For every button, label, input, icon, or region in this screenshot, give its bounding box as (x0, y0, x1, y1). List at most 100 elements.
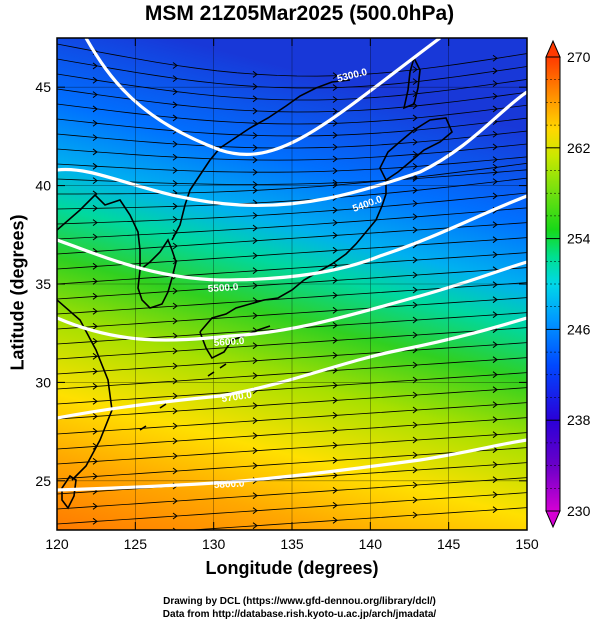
streamline (57, 117, 527, 137)
wind-arrow (332, 119, 338, 127)
wind-arrow (492, 168, 498, 176)
wind-arrow (92, 367, 98, 375)
wind-arrow (332, 96, 338, 103)
wind-arrow (172, 302, 178, 310)
streamline (57, 477, 527, 510)
wind-arrow (492, 416, 498, 424)
contour-label-5500: 5500.0 (207, 282, 239, 295)
wind-arrow (92, 233, 98, 241)
wind-arrow (412, 78, 418, 86)
wind-arrow (412, 150, 418, 158)
wind-arrow (252, 282, 258, 290)
wind-arrow (252, 522, 258, 530)
wind-arrow (92, 307, 98, 315)
wind-arrow (332, 336, 338, 344)
wind-arrow (172, 88, 178, 96)
wind-arrow (172, 166, 178, 174)
streamline (57, 282, 527, 315)
wind-arrow (332, 72, 338, 80)
wind-arrow (92, 105, 98, 113)
wind-arrow (252, 447, 258, 455)
streamline (57, 156, 527, 173)
wind-arrow (412, 186, 418, 194)
wind-arrow (172, 101, 178, 109)
y-tick-label: 35 (35, 276, 51, 292)
wind-arrow (92, 262, 98, 270)
wind-arrow (92, 517, 98, 525)
wind-arrow (492, 92, 498, 100)
wind-arrow (412, 511, 418, 519)
streamline (57, 130, 527, 149)
x-axis-ticks: 120 125 130 135 140 145 150 (45, 38, 539, 552)
streamline (57, 267, 527, 300)
streamline (57, 492, 527, 525)
wind-arrow (412, 316, 418, 324)
wind-arrow (172, 362, 178, 370)
wind-arrow (172, 407, 178, 415)
wind-arrow (332, 246, 338, 254)
wind-arrow (92, 337, 98, 345)
streamline (57, 297, 527, 330)
streamline (57, 432, 527, 465)
streamline (57, 73, 527, 101)
wind-arrow (172, 347, 178, 355)
wind-arrow (492, 163, 498, 171)
streamline (57, 327, 527, 360)
colorbar-bottom-triangle (545, 510, 561, 529)
wind-arrow (252, 507, 258, 515)
wind-arrow (332, 411, 338, 419)
wind-arrow (172, 75, 178, 83)
streamline (57, 237, 527, 270)
wind-arrow (492, 54, 498, 62)
wind-arrow (252, 372, 258, 380)
wind-arrow (252, 252, 258, 260)
streamline (57, 103, 527, 125)
wind-arrow (172, 216, 178, 223)
wind-arrow (252, 492, 258, 500)
wind-arrow (172, 497, 178, 505)
wind-arrow (332, 306, 338, 314)
wind-arrow (172, 452, 178, 460)
wind-arrow (92, 292, 98, 300)
colorbar-tick-label: 230 (567, 503, 591, 519)
wind-arrow (332, 107, 338, 115)
wind-arrow (92, 91, 98, 99)
wind-arrow (252, 95, 258, 103)
wind-arrow (412, 406, 418, 414)
wind-arrow (492, 311, 498, 319)
wind-arrow (252, 156, 258, 164)
wind-arrow (252, 168, 258, 176)
wind-arrow (412, 200, 418, 207)
streamline (57, 387, 527, 420)
wind-arrow (92, 427, 98, 435)
wind-arrow (332, 179, 338, 187)
height-contours (57, 38, 527, 492)
wind-arrow (412, 421, 418, 429)
wind-arrow (332, 84, 338, 91)
x-tick-label: 120 (45, 536, 69, 552)
y-tick-label: 25 (35, 473, 51, 489)
wind-arrow (172, 392, 178, 400)
wind-arrow (412, 126, 418, 134)
wind-arrow (172, 202, 178, 210)
wind-arrow (92, 148, 98, 156)
streamline (57, 162, 527, 195)
wind-arrow (492, 461, 498, 469)
colorbar-tick-label: 254 (567, 231, 591, 247)
colorbar-body (545, 56, 561, 512)
wind-arrow (172, 467, 178, 475)
wind-arrow (332, 501, 338, 509)
wind-arrow (92, 397, 98, 405)
wind-arrow (172, 242, 178, 250)
wind-arrow (492, 192, 498, 200)
wind-arrow (492, 296, 498, 304)
wind-arrow (92, 412, 98, 420)
streamline (57, 58, 527, 89)
wind-arrow (172, 140, 178, 148)
colorbar: 230 238 246 254 262 270 (545, 39, 591, 529)
wind-arrow (492, 491, 498, 499)
wind-arrow (412, 286, 418, 294)
x-tick-label: 135 (280, 536, 304, 552)
contour-label-5600: 5600.0 (213, 336, 245, 349)
colorbar-tick-label: 246 (567, 321, 591, 337)
